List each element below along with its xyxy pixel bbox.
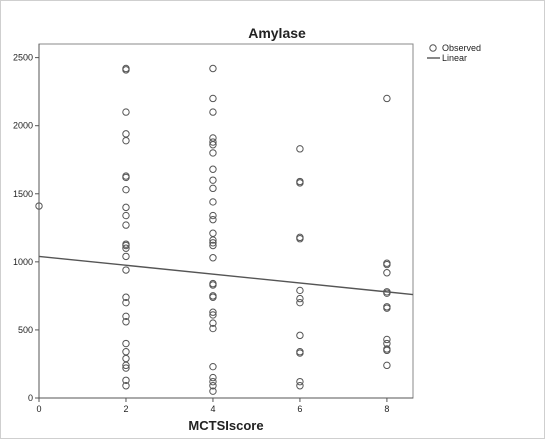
observed-point (383, 335, 391, 344)
observed-point (122, 130, 130, 138)
observed-point (209, 377, 217, 386)
observed-point (209, 236, 217, 244)
x-tick-label: 8 (384, 404, 389, 414)
observed-point (122, 244, 130, 252)
observed-point (209, 165, 217, 173)
x-axis-label: MCTSIscore (188, 418, 263, 433)
observed-point (122, 312, 130, 321)
observed-point (209, 138, 217, 146)
observed-point (296, 286, 304, 295)
observed-point (209, 387, 217, 395)
observed-point (122, 361, 130, 370)
observed-point (122, 354, 130, 363)
observed-point (209, 382, 217, 390)
observed-point (122, 318, 130, 326)
observed-point (209, 149, 217, 157)
observed-point (383, 361, 391, 370)
y-tick-label: 2000 (13, 121, 33, 131)
observed-point (122, 64, 130, 73)
observed-point (383, 94, 391, 103)
observed-point (209, 141, 217, 149)
observed-point (122, 136, 130, 145)
legend-observed-label: Observed (442, 43, 481, 53)
y-tick-label: 2500 (13, 53, 33, 63)
observed-point (296, 298, 304, 307)
observed-point (209, 373, 217, 382)
observed-point (122, 211, 130, 220)
observed-point (296, 349, 304, 357)
observed-point (209, 311, 217, 319)
observed-point (122, 339, 130, 348)
observed-point (296, 331, 304, 340)
observed-point (122, 348, 130, 356)
observed-point (383, 346, 391, 355)
y-tick-label: 1000 (13, 257, 33, 267)
y-axis-ticks: 0 500 1000 1500 2000 2500 (13, 53, 39, 403)
points-layer (35, 64, 391, 395)
observed-point (209, 211, 217, 220)
observed-point (122, 382, 130, 390)
observed-point (296, 294, 304, 303)
chart-title: Amylase (248, 25, 306, 41)
observed-point (296, 179, 304, 187)
x-tick-label: 2 (123, 404, 128, 414)
x-axis-ticks: 0 2 4 6 8 (36, 398, 389, 414)
observed-point (122, 252, 130, 261)
observed-point (209, 362, 217, 371)
observed-point (122, 203, 130, 212)
x-tick-label: 4 (210, 404, 215, 414)
observed-point (209, 281, 217, 289)
observed-point (209, 94, 217, 103)
observed-point (296, 377, 304, 386)
observed-point (122, 221, 130, 229)
observed-point (209, 308, 217, 316)
y-tick-label: 0 (28, 393, 33, 403)
linear-fit-line (38, 255, 414, 296)
observed-point (209, 176, 217, 184)
observed-point (122, 241, 130, 250)
observed-point (209, 229, 217, 237)
y-tick-label: 1500 (13, 189, 33, 199)
observed-point (383, 269, 391, 277)
observed-point (383, 289, 391, 297)
observed-point (209, 64, 217, 73)
x-tick-label: 6 (297, 404, 302, 414)
observed-point (383, 304, 391, 312)
x-tick-label: 0 (36, 404, 41, 414)
observed-point (209, 324, 217, 333)
observed-point (122, 293, 130, 301)
legend: Observed Linear (427, 43, 481, 63)
observed-point (209, 319, 217, 327)
observed-point (122, 108, 130, 116)
fit-line-layer (38, 255, 414, 296)
observed-point (296, 145, 304, 153)
observed-point (122, 376, 130, 384)
observed-point (209, 239, 217, 247)
observed-point (209, 198, 217, 206)
plot-area (38, 43, 414, 399)
observed-point (122, 364, 130, 372)
observed-point (296, 382, 304, 390)
observed-point (209, 108, 217, 116)
observed-point (35, 202, 43, 210)
observed-point (122, 266, 130, 274)
observed-point (122, 185, 130, 194)
observed-point (209, 184, 217, 193)
observed-point (122, 298, 130, 307)
observed-point (209, 254, 217, 262)
observed-point (296, 235, 304, 243)
observed-point (209, 293, 217, 301)
observed-point (122, 173, 130, 182)
observed-point (383, 260, 391, 269)
observed-point (209, 215, 217, 224)
observed-point (209, 241, 217, 250)
y-tick-label: 500 (18, 325, 33, 335)
legend-linear-label: Linear (442, 53, 467, 63)
legend-observed-marker (429, 44, 437, 52)
